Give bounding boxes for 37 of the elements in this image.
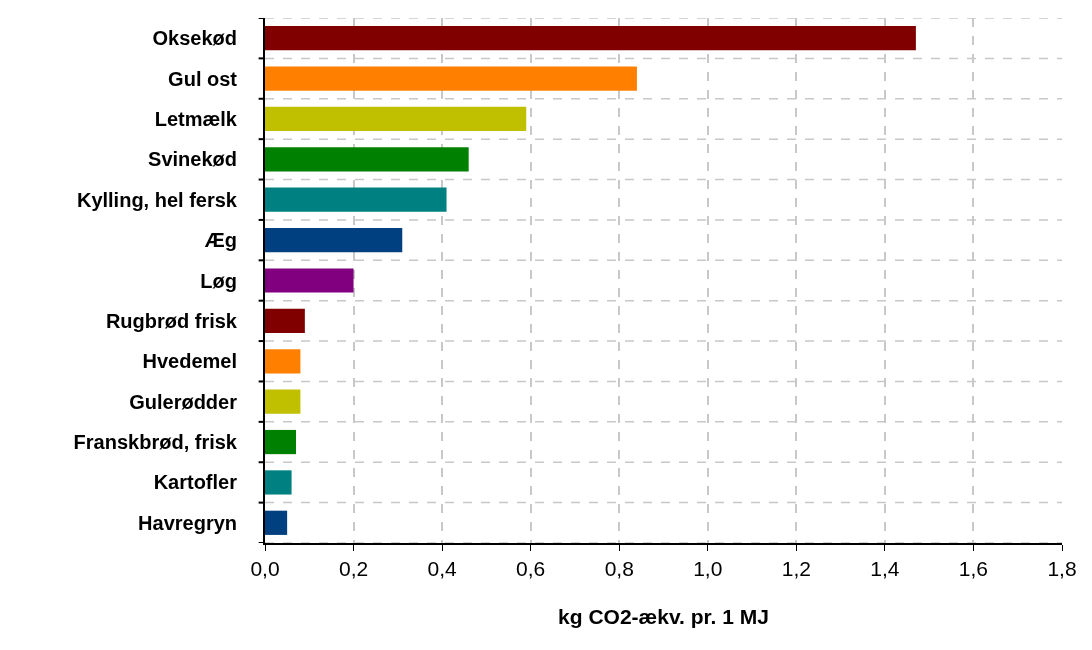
- bar: [265, 268, 354, 293]
- x-tick-label: 1,0: [693, 557, 723, 581]
- x-axis-title: kg CO2-ækv. pr. 1 MJ: [558, 604, 769, 628]
- y-tick-label: Gul ost: [168, 67, 238, 90]
- y-tick-label: Æg: [204, 229, 237, 252]
- y-tick-label: Kartofler: [153, 471, 238, 494]
- y-tick-label: Svinekød: [148, 148, 237, 171]
- x-tick-label: 0,6: [516, 557, 546, 581]
- x-tick-label: 1,6: [958, 557, 989, 581]
- y-tick-label: Kylling, hel fersk: [76, 188, 238, 211]
- y-tick-label: Rugbrød frisk: [105, 309, 238, 332]
- bar: [265, 308, 305, 333]
- bar: [265, 510, 288, 535]
- x-tick-label: 1,4: [870, 557, 900, 581]
- bar: [265, 187, 447, 212]
- bar: [265, 147, 469, 172]
- x-tick-label: 1,2: [781, 557, 811, 581]
- y-tick-label: Oksekød: [152, 27, 237, 50]
- y-tick-label: Løg: [200, 269, 237, 292]
- bar: [265, 349, 301, 374]
- x-tick-label: 0,0: [250, 557, 280, 581]
- x-tick-label: 0,8: [604, 557, 634, 581]
- y-tick-label: Havregryn: [138, 511, 237, 534]
- bar: [265, 228, 403, 253]
- x-tick-label: 0,2: [338, 557, 369, 581]
- bar: [265, 389, 301, 414]
- bar: [265, 66, 637, 91]
- y-tick-label: Letmælk: [154, 107, 238, 130]
- x-tick-label: 1,8: [1047, 557, 1077, 581]
- x-tick-label: 0,4: [427, 557, 458, 581]
- y-tick-label: Hvedemel: [142, 350, 237, 373]
- y-tick-label: Gulerødder: [129, 390, 238, 413]
- y-tick-label: Franskbrød, frisk: [73, 431, 238, 454]
- bar: [265, 470, 292, 495]
- bar: [265, 26, 916, 51]
- bar: [265, 106, 527, 132]
- bar: [265, 429, 296, 455]
